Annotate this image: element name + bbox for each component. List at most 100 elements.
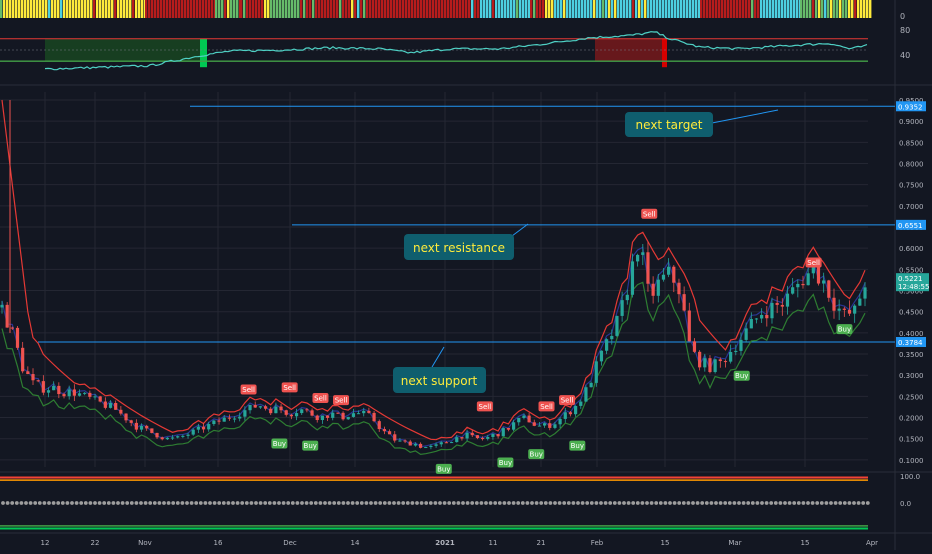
strip-bar xyxy=(114,0,117,18)
candle-body xyxy=(594,361,598,383)
candle-body xyxy=(336,412,340,414)
candle-body xyxy=(527,415,531,423)
candles[interactable] xyxy=(0,100,867,450)
zero-dot xyxy=(5,501,10,505)
zero-dot xyxy=(346,501,350,505)
candle-body xyxy=(775,302,779,305)
strip-bar xyxy=(36,0,39,18)
strip-bar xyxy=(151,0,154,18)
rsi-pane[interactable] xyxy=(0,31,868,71)
candle-body xyxy=(816,266,821,284)
strip-bar xyxy=(593,0,596,18)
sell-signal-label: Sell xyxy=(283,384,296,392)
bottom-tick-100: 100.0 xyxy=(900,473,920,481)
zero-dot xyxy=(750,501,755,505)
strip-bar xyxy=(578,0,581,18)
zero-dot xyxy=(723,501,728,505)
price-tick-label: 0.5000 xyxy=(899,288,924,296)
strip-bar xyxy=(480,0,483,18)
candle-body xyxy=(5,304,9,328)
zero-dot xyxy=(479,501,484,505)
price-tick-label: 0.3500 xyxy=(899,351,924,359)
candle-body xyxy=(589,382,593,388)
strip-bar xyxy=(6,0,9,18)
candle-body xyxy=(475,435,480,439)
horizontal-lines[interactable] xyxy=(38,105,895,343)
buy-signal-label: Buy xyxy=(437,465,450,473)
zero-dot xyxy=(313,501,318,505)
candle-body xyxy=(98,396,102,402)
strip-bar xyxy=(351,0,354,18)
candle-body xyxy=(439,442,443,445)
strip-bar xyxy=(674,0,677,18)
strip-bar xyxy=(255,0,258,18)
buy-signal-label: Buy xyxy=(838,326,851,334)
strip-bar xyxy=(842,0,845,18)
time-tick-label: 21 xyxy=(537,539,546,547)
candle-body xyxy=(470,432,474,436)
sell-signal-box xyxy=(641,208,658,219)
zero-dot xyxy=(332,501,337,505)
strip-bar xyxy=(249,0,252,18)
price-tick-label: 0.2000 xyxy=(899,415,924,423)
zero-dot xyxy=(272,501,277,505)
candle-body xyxy=(186,434,190,436)
candle-body xyxy=(620,300,624,316)
strip-bar xyxy=(447,0,450,18)
zero-dot xyxy=(566,501,571,505)
candle-body xyxy=(26,371,30,375)
zero-dot xyxy=(847,501,852,505)
strip-bar xyxy=(357,0,360,18)
strip-bar xyxy=(84,0,87,18)
strip-bar xyxy=(363,0,366,18)
strip-bar xyxy=(721,0,724,18)
strip-bar xyxy=(736,0,739,18)
signal-labels[interactable]: Sell Sell Sell Sell Sell Sell Sell Sell Sell Buy B… xyxy=(240,208,853,474)
strip-bar xyxy=(703,0,706,18)
candle-body xyxy=(0,304,4,308)
candle-body xyxy=(83,392,87,394)
candle-body xyxy=(367,410,371,413)
annotation-next-support[interactable]: next support xyxy=(393,346,486,393)
buy-signal-label: Buy xyxy=(735,372,748,380)
zero-dot xyxy=(553,501,557,505)
price-tick-label: 0.8000 xyxy=(899,161,924,169)
strip-bar xyxy=(533,0,536,18)
strip-bar xyxy=(123,0,126,18)
strip-bar xyxy=(575,0,578,18)
time-axis[interactable]: 12 22 Nov 16 Dec 14 2021 11 21 Feb 15 Mar 15 Apr xyxy=(41,539,879,547)
candle-body xyxy=(827,280,831,298)
strip-bar xyxy=(539,0,542,18)
strip-bar xyxy=(75,0,78,18)
candle-body xyxy=(615,315,619,336)
annotation-next-resistance[interactable]: next resistance xyxy=(404,223,529,260)
strip-bar xyxy=(157,0,160,18)
candle-body xyxy=(222,417,226,422)
zero-dot xyxy=(14,501,19,505)
annotation-next-target[interactable]: next target xyxy=(625,109,779,137)
strip-bar xyxy=(221,0,224,18)
strip-bar xyxy=(9,0,12,18)
candle-body xyxy=(382,429,387,432)
strip-bar xyxy=(498,0,501,18)
zero-dot xyxy=(373,501,378,505)
countdown-label: 12:48:55 xyxy=(898,283,929,291)
buy-signal-box xyxy=(435,463,452,474)
zero-dot xyxy=(359,501,364,505)
zero-dot xyxy=(773,501,778,505)
zero-dot xyxy=(369,501,373,505)
candle-body xyxy=(346,416,350,420)
strip-bar xyxy=(375,0,378,18)
zero-dot xyxy=(157,501,162,505)
candle-body xyxy=(289,414,293,417)
bottom-indicator-pane[interactable] xyxy=(0,476,870,530)
zero-dot xyxy=(194,501,199,505)
candle-body xyxy=(191,429,195,435)
zero-dot xyxy=(428,501,433,505)
candle-body xyxy=(486,436,490,439)
zero-dot xyxy=(626,501,631,505)
candle-body xyxy=(543,423,547,426)
